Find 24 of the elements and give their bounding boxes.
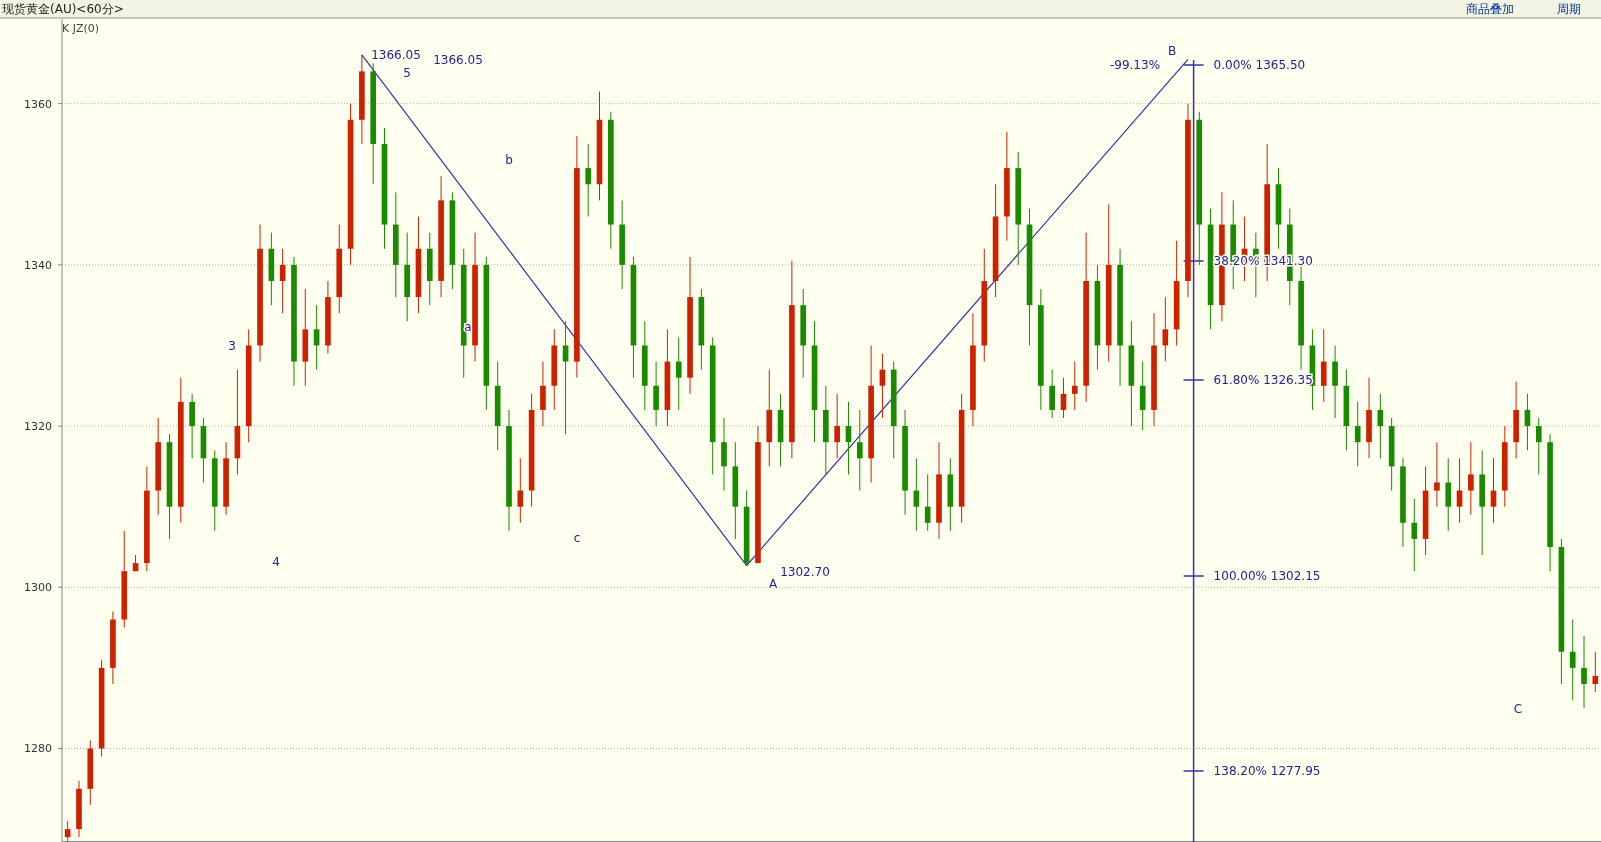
y-tick-label: 1360 <box>24 97 52 111</box>
annotation: -99.13% <box>1109 58 1161 72</box>
y-tick-label: 1320 <box>24 420 52 434</box>
text: 周期 <box>1557 2 1581 16</box>
annotation: 1366.05 <box>433 53 483 67</box>
chart-title: 现货黄金(AU)<60分> <box>2 2 124 16</box>
annotation: 1302.70 <box>780 565 830 579</box>
text: 商品叠加 <box>1466 2 1514 16</box>
annotation: 4 <box>272 555 280 569</box>
annotation: 0.00% 1365.50 <box>1213 58 1306 72</box>
annotation: c <box>573 531 581 545</box>
y-tick-label: 1340 <box>24 258 52 272</box>
annotation: A <box>768 577 778 591</box>
annotation: C <box>1513 702 1523 716</box>
annotation: b <box>505 153 513 167</box>
annotation: 1366.05 <box>371 48 421 62</box>
annotation: 5 <box>403 66 411 80</box>
y-tick-label: 1300 <box>24 581 52 595</box>
annotation: K JZ(0) <box>62 22 100 35</box>
annotation: B <box>1167 44 1177 58</box>
annotation: 100.00% 1302.15 <box>1213 569 1321 583</box>
y-tick-label: 1280 <box>24 742 52 756</box>
annotation: 138.20% 1277.95 <box>1213 764 1321 778</box>
annotation: 3 <box>228 339 236 353</box>
